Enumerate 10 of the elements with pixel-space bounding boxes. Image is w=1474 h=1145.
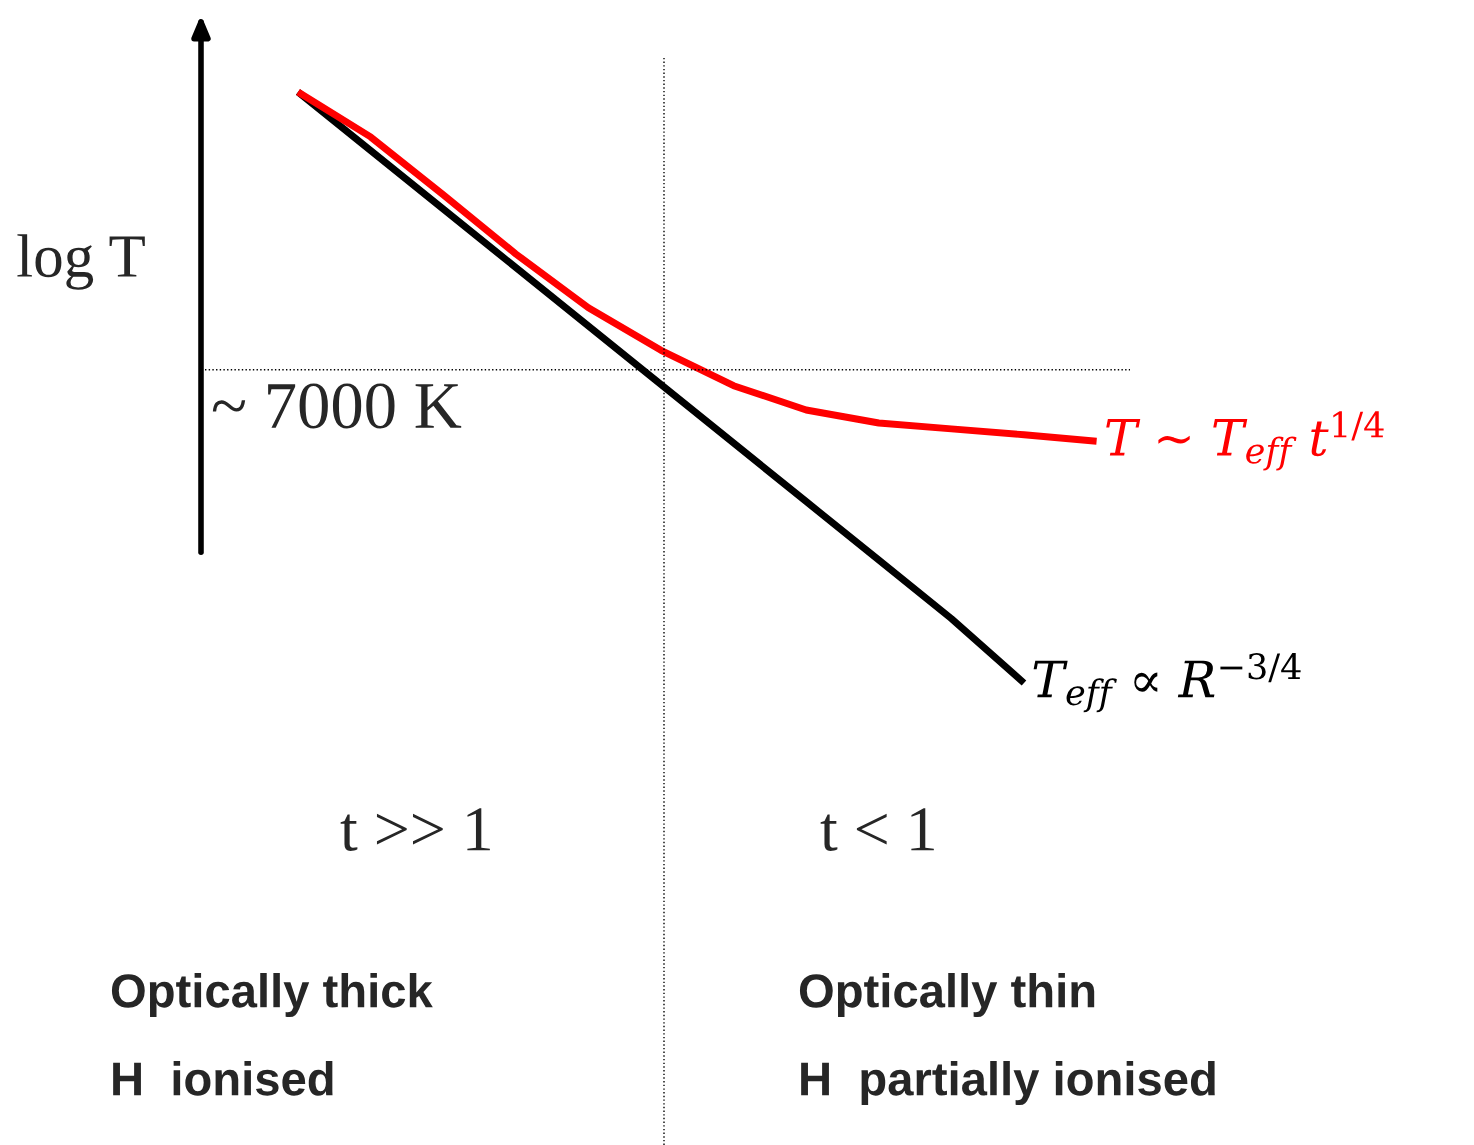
- series-label: T ~ T$_{eff}$ t$^{1/4}$: [1106, 411, 1384, 471]
- y-axis-title: log T: [17, 234, 145, 290]
- text: Optically thin: [799, 972, 1095, 1018]
- text: t < 1: [820, 808, 934, 851]
- text: t >> 1: [340, 808, 490, 851]
- ref-line-label: ~ 7000 K: [212, 383, 462, 429]
- text: H partially ionised: [801, 1060, 1215, 1106]
- text: Optically thick: [111, 972, 433, 1018]
- text: H ionised: [113, 1060, 333, 1096]
- series-label: T$_{eff}$ ∝ R$^{−3/4}$: [1033, 653, 1301, 713]
